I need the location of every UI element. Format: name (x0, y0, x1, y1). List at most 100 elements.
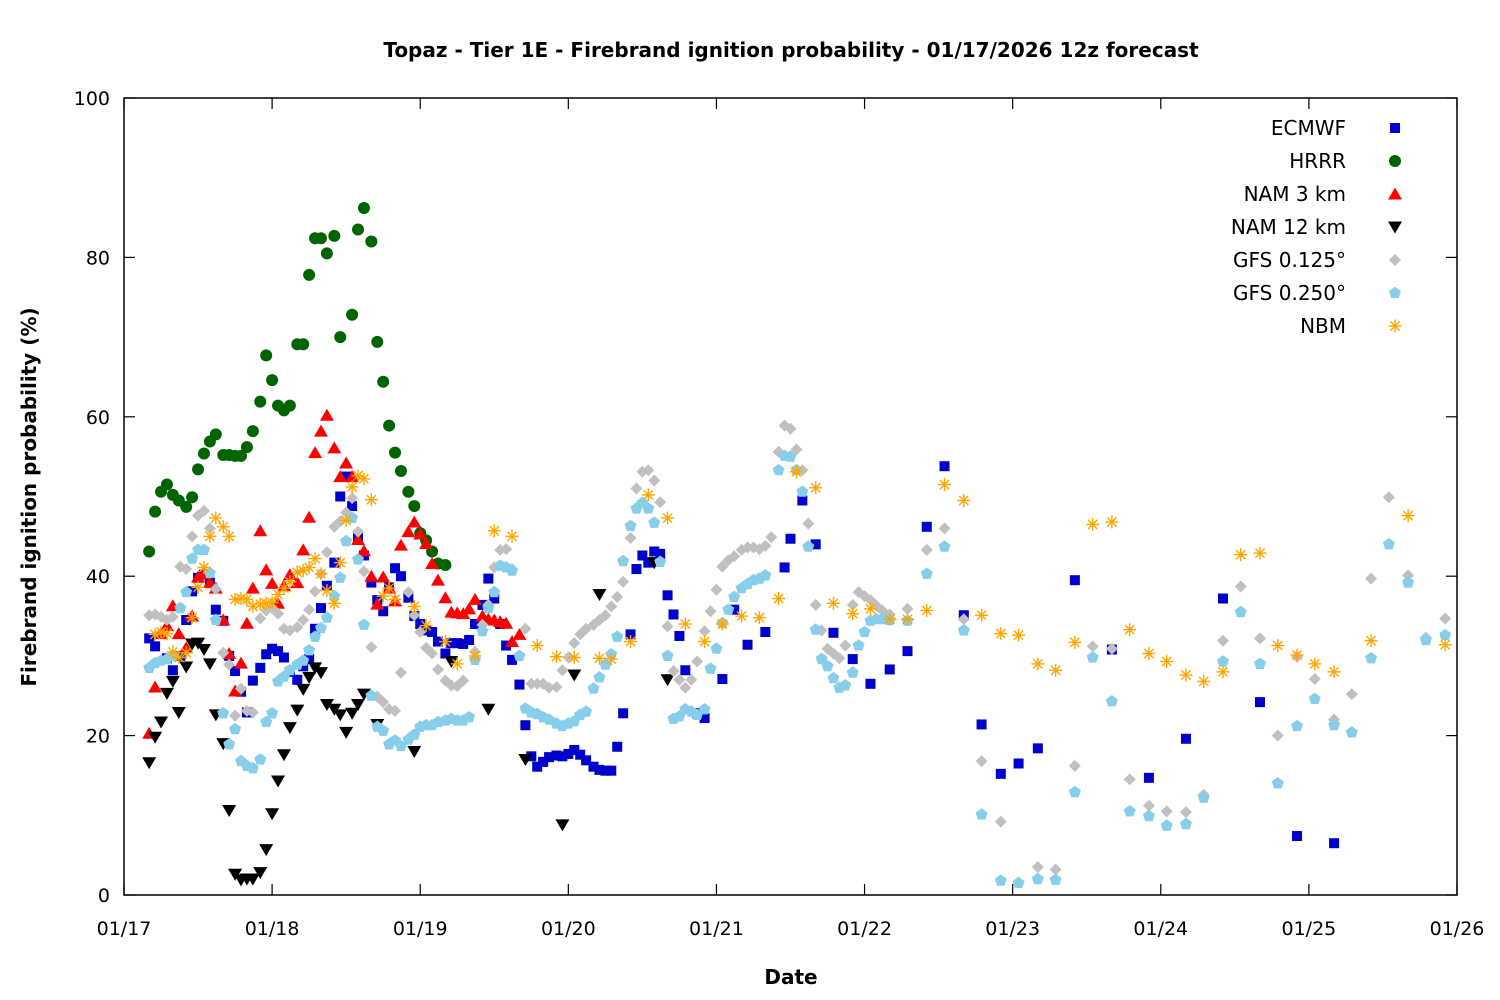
data-point (1364, 634, 1378, 648)
data-point (678, 617, 692, 631)
data-point (186, 491, 199, 504)
data-point (1254, 657, 1266, 669)
data-point (957, 624, 970, 636)
data-point (290, 704, 305, 717)
data-point (303, 644, 316, 656)
data-point (365, 689, 378, 701)
data-point (563, 748, 574, 759)
data-point (617, 575, 630, 588)
data-point (165, 675, 180, 688)
data-point (1216, 665, 1230, 679)
data-point (427, 626, 438, 637)
data-point (265, 596, 279, 610)
data-point (1180, 817, 1192, 830)
data-point (846, 666, 859, 678)
data-point (654, 496, 667, 509)
data-point (1069, 575, 1080, 586)
data-point (327, 441, 342, 454)
data-point (1328, 718, 1341, 731)
data-point (1365, 572, 1378, 585)
data-point (388, 592, 402, 606)
data-point (296, 683, 311, 696)
data-point (1292, 831, 1303, 842)
data-point (439, 559, 452, 572)
data-point (1160, 654, 1174, 668)
data-point (605, 600, 618, 613)
data-point (1234, 548, 1248, 562)
data-point (171, 706, 186, 719)
data-point (1049, 863, 1062, 876)
data-point (357, 618, 370, 630)
data-point (308, 446, 323, 459)
data-point (209, 511, 223, 525)
data-point (994, 627, 1008, 641)
legend-item: GFS 0.250° (1233, 281, 1401, 305)
data-point (592, 651, 606, 665)
x-tick-label: 01/21 (689, 918, 744, 940)
data-point (1234, 580, 1247, 593)
data-point (939, 461, 950, 472)
data-point (1402, 576, 1415, 588)
data-point (975, 808, 988, 820)
data-point (593, 671, 606, 683)
data-point (938, 540, 951, 552)
data-point (483, 573, 494, 584)
data-point (197, 447, 210, 460)
data-point (513, 649, 526, 661)
data-point (197, 504, 210, 517)
data-point (430, 573, 445, 586)
data-point (641, 488, 655, 502)
data-point (863, 602, 877, 616)
data-points (142, 201, 1452, 889)
data-point (759, 569, 772, 581)
data-point (643, 557, 654, 568)
data-point (223, 658, 236, 671)
data-point (273, 646, 284, 657)
data-point (468, 649, 482, 663)
data-point (784, 450, 797, 462)
data-point (518, 754, 533, 767)
data-point (920, 543, 933, 556)
data-point (235, 682, 248, 695)
data-point (1439, 612, 1452, 625)
data-point (452, 638, 463, 649)
data-point (376, 589, 390, 603)
data-point (253, 867, 268, 880)
data-point (419, 619, 433, 633)
series-hrrr (143, 201, 452, 572)
data-point (341, 471, 352, 482)
data-point (680, 665, 691, 676)
data-point (827, 671, 840, 684)
legend-label: NAM 3 km (1244, 182, 1346, 206)
data-point (230, 666, 241, 677)
data-point (821, 660, 834, 672)
legend-label: HRRR (1289, 149, 1346, 173)
legend-label: ECMWF (1271, 116, 1346, 140)
data-point (555, 819, 570, 832)
data-point (229, 709, 242, 722)
data-point (309, 585, 322, 598)
data-point (438, 635, 452, 649)
data-point (246, 762, 259, 774)
data-point (370, 597, 385, 610)
data-point (297, 614, 310, 627)
data-point (319, 699, 334, 712)
data-point (1329, 838, 1340, 849)
data-point (1142, 647, 1156, 661)
data-point (1308, 657, 1322, 671)
data-point (333, 709, 348, 722)
data-point (512, 627, 527, 640)
data-point (259, 563, 274, 576)
data-point (759, 539, 772, 552)
data-point (1031, 861, 1044, 874)
legend-label: GFS 0.250° (1233, 281, 1346, 305)
data-point (549, 650, 563, 664)
data-point (334, 571, 347, 583)
data-point (377, 375, 390, 388)
data-point (180, 500, 193, 513)
data-point (228, 684, 243, 697)
data-point (320, 584, 334, 598)
data-point (1160, 819, 1173, 831)
data-point (444, 655, 459, 668)
data-point (198, 543, 210, 555)
